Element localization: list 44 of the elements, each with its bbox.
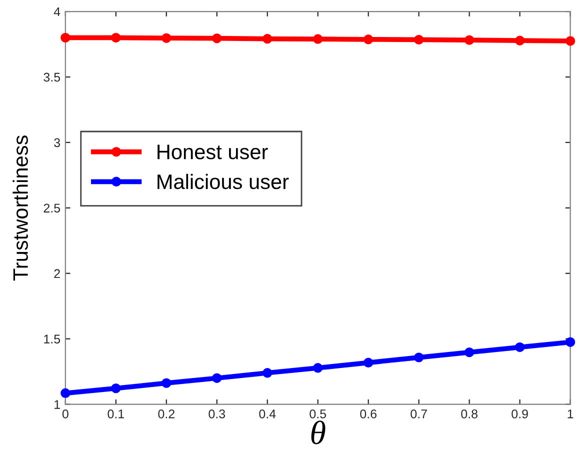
x-tick-label: 0.9 bbox=[512, 409, 528, 418]
point bbox=[162, 33, 172, 43]
point bbox=[364, 34, 374, 44]
point bbox=[414, 352, 424, 362]
point bbox=[60, 32, 70, 43]
legend-label: Honest user bbox=[158, 144, 268, 160]
x-tick-label: 0.3 bbox=[208, 409, 226, 418]
x-axis-title: θ bbox=[311, 420, 326, 444]
point bbox=[111, 32, 121, 43]
point bbox=[464, 347, 474, 358]
point bbox=[111, 383, 121, 394]
x-tick-label: 0.8 bbox=[461, 409, 478, 418]
point bbox=[565, 36, 576, 46]
y-axis-title: Trustworthiness bbox=[12, 136, 28, 281]
y-tick-label: 2.5 bbox=[44, 204, 60, 213]
point bbox=[364, 358, 374, 368]
legend-label: Malicious user bbox=[158, 174, 289, 190]
y-tick-label: 2 bbox=[54, 269, 60, 278]
point bbox=[464, 35, 474, 45]
x-tick-label: 0.7 bbox=[410, 409, 427, 418]
point bbox=[514, 342, 525, 352]
point bbox=[414, 34, 424, 45]
point bbox=[313, 363, 323, 373]
point bbox=[212, 34, 222, 44]
point bbox=[262, 34, 272, 44]
point bbox=[162, 378, 172, 388]
x-tick-label: 1 bbox=[568, 410, 574, 418]
y-tick-label: 3 bbox=[54, 138, 60, 148]
y-tick-label: 4 bbox=[54, 7, 60, 16]
y-tick-label: 1 bbox=[54, 400, 60, 409]
x-tick-label: 0.2 bbox=[158, 409, 174, 418]
x-tick-label: 0.6 bbox=[360, 409, 376, 418]
point bbox=[313, 34, 323, 44]
x-tick-label: 0.4 bbox=[259, 409, 276, 418]
point bbox=[212, 373, 222, 383]
point bbox=[262, 368, 272, 378]
y-tick-label: 1.5 bbox=[44, 334, 60, 344]
point bbox=[60, 388, 70, 398]
point bbox=[565, 337, 576, 347]
x-tick-label: 0.5 bbox=[310, 409, 326, 418]
x-tick-label: 0.1 bbox=[108, 409, 124, 418]
x-tick-label: 0 bbox=[62, 409, 68, 418]
y-tick-label: 3.5 bbox=[44, 72, 60, 82]
point bbox=[514, 36, 525, 46]
